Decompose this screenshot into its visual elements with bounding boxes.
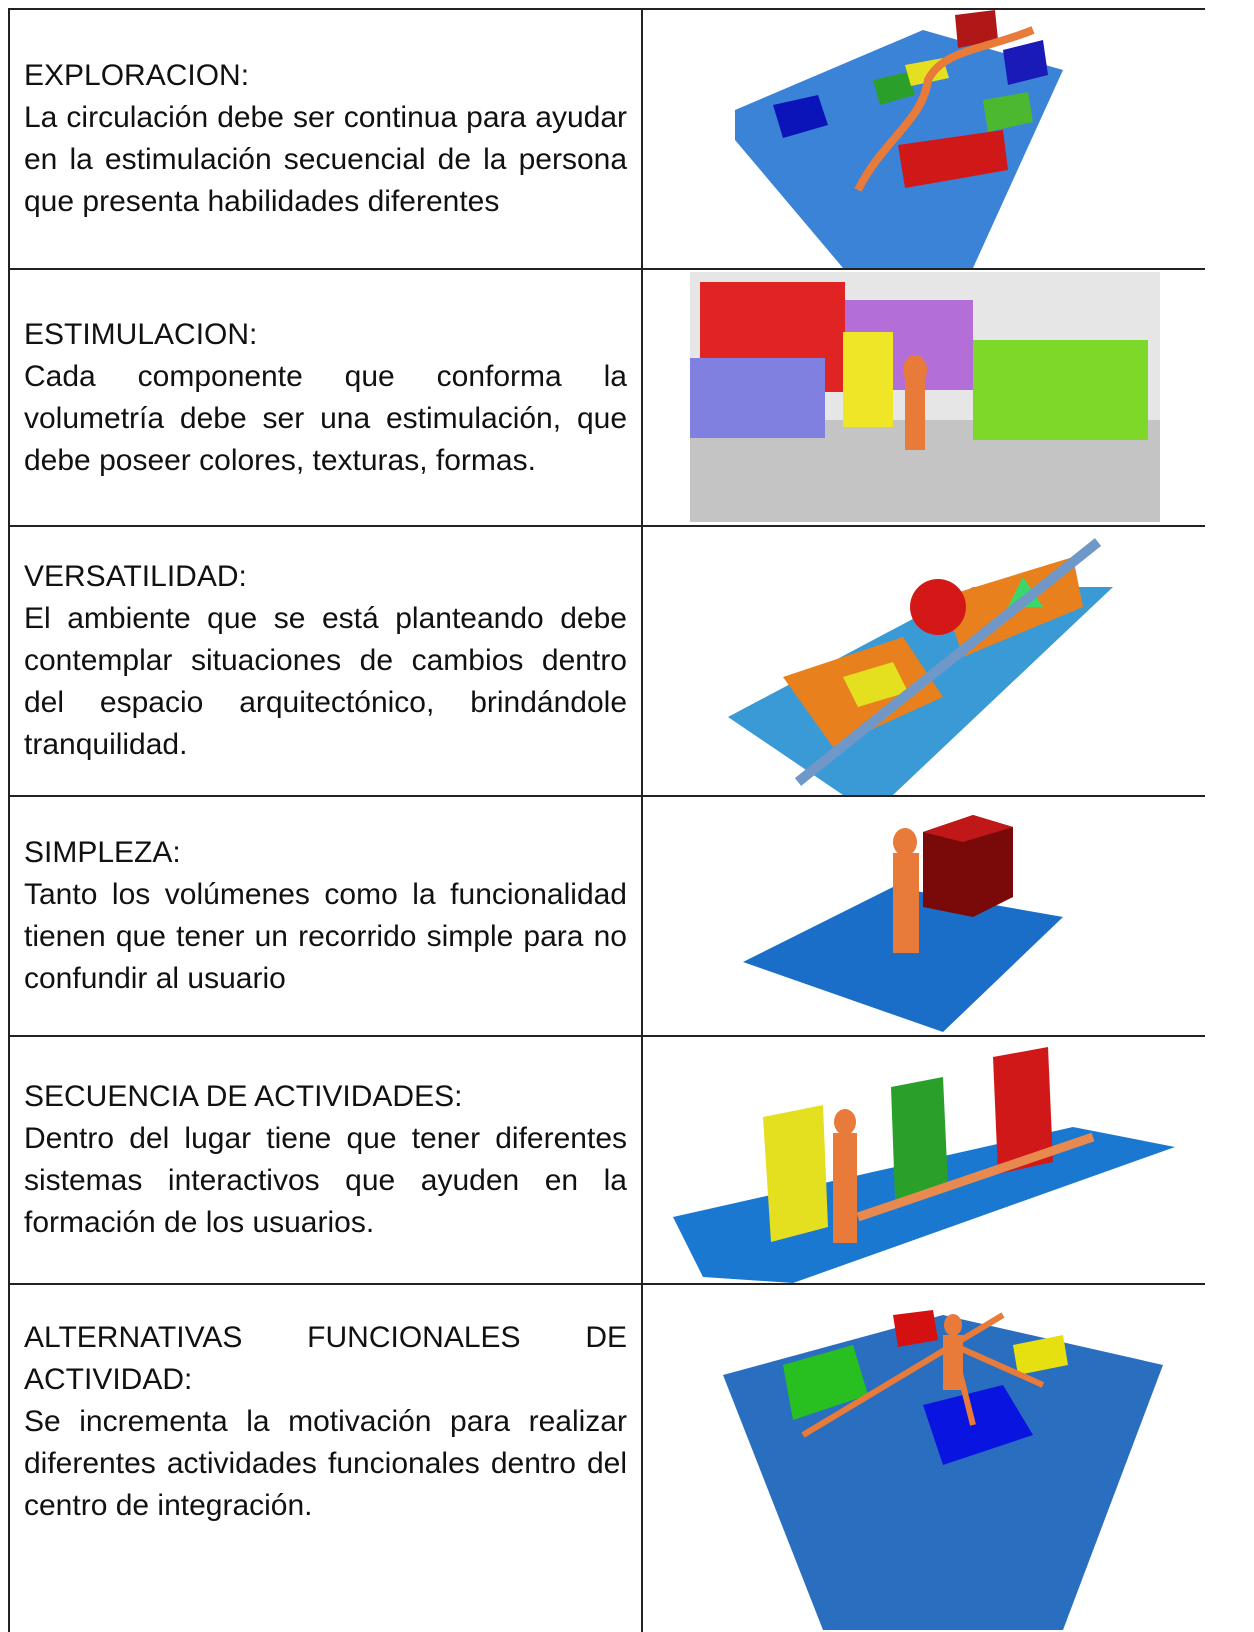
block bbox=[993, 1047, 1053, 1174]
row-title: ALTERNATIVAS FUNCIONALES DE ACTIVIDAD: bbox=[24, 1321, 627, 1396]
text-cell: ALTERNATIVAS FUNCIONALES DE ACTIVIDAD: S… bbox=[8, 1285, 643, 1632]
figure bbox=[834, 1109, 856, 1135]
text-cell: SIMPLEZA: Tanto los volúmenes como la fu… bbox=[8, 797, 643, 1035]
image-cell bbox=[643, 797, 1205, 1035]
table-row: ESTIMULACION: Cada componente que confor… bbox=[8, 268, 1205, 525]
block bbox=[983, 92, 1033, 132]
floor bbox=[673, 1127, 1175, 1283]
row-body: Se incrementa la motivación para realiza… bbox=[24, 1405, 627, 1522]
block bbox=[923, 815, 1013, 917]
block bbox=[955, 10, 998, 48]
table: EXPLORACION: La circulación debe ser con… bbox=[8, 8, 1205, 1632]
row-title: ESTIMULACION: bbox=[24, 317, 258, 351]
text-cell: VERSATILIDAD: El ambiente que se está pl… bbox=[8, 527, 643, 795]
illustration bbox=[690, 272, 1160, 522]
row-body: Tanto los volúmenes como la funcionalida… bbox=[24, 878, 627, 995]
image-cell bbox=[643, 1037, 1205, 1283]
table-row: EXPLORACION: La circulación debe ser con… bbox=[8, 8, 1205, 268]
block bbox=[973, 340, 1148, 440]
block bbox=[1003, 40, 1048, 85]
cone bbox=[1008, 577, 1043, 607]
floor bbox=[743, 887, 1063, 1032]
sphere bbox=[910, 579, 966, 635]
row-body: Dentro del lugar tiene que tener diferen… bbox=[24, 1122, 627, 1239]
block bbox=[873, 72, 915, 105]
text-cell: SECUENCIA DE ACTIVIDADES: Dentro del lug… bbox=[8, 1037, 643, 1283]
table-row: VERSATILIDAD: El ambiente que se está pl… bbox=[8, 525, 1205, 795]
block bbox=[1013, 1335, 1068, 1375]
arrow bbox=[854, 26, 1035, 192]
figure bbox=[944, 1314, 962, 1336]
row-body: La circulación debe ser continua para ay… bbox=[24, 101, 627, 218]
block bbox=[923, 815, 1013, 842]
block bbox=[843, 662, 908, 707]
image-cell bbox=[643, 10, 1205, 268]
row-title: SECUENCIA DE ACTIVIDADES: bbox=[24, 1080, 463, 1113]
illustration bbox=[735, 10, 1063, 268]
figure bbox=[943, 1335, 963, 1390]
block bbox=[923, 1385, 1033, 1465]
table-row: ALTERNATIVAS FUNCIONALES DE ACTIVIDAD: S… bbox=[8, 1283, 1205, 1632]
row-title: SIMPLEZA: bbox=[24, 836, 181, 869]
block bbox=[898, 130, 1008, 188]
text-cell: ESTIMULACION: Cada componente que confor… bbox=[8, 270, 643, 525]
row-body: Cada componente que conforma la volumetr… bbox=[24, 359, 627, 477]
arrow bbox=[856, 1132, 1095, 1222]
image-cell bbox=[643, 270, 1205, 525]
illustration bbox=[743, 815, 1063, 1032]
figure bbox=[893, 828, 917, 856]
block bbox=[690, 358, 825, 438]
illustration bbox=[723, 1310, 1163, 1630]
row-title: VERSATILIDAD: bbox=[24, 560, 247, 593]
illustration bbox=[673, 1047, 1175, 1283]
illustration bbox=[728, 538, 1113, 795]
image-cell bbox=[643, 1285, 1205, 1632]
figure bbox=[905, 380, 925, 450]
figure bbox=[903, 355, 927, 385]
block bbox=[893, 1310, 938, 1347]
block bbox=[843, 332, 893, 427]
block bbox=[773, 95, 828, 138]
text-cell: EXPLORACION: La circulación debe ser con… bbox=[8, 10, 643, 268]
arrow bbox=[794, 538, 1102, 786]
block bbox=[891, 1077, 948, 1199]
figure bbox=[893, 853, 919, 953]
row-title: EXPLORACION: bbox=[24, 59, 250, 92]
figure bbox=[833, 1133, 857, 1243]
block bbox=[763, 1105, 828, 1242]
table-row: SIMPLEZA: Tanto los volúmenes como la fu… bbox=[8, 795, 1205, 1035]
image-cell bbox=[643, 527, 1205, 795]
block bbox=[783, 1345, 868, 1420]
row-body: El ambiente que se está planteando debe … bbox=[24, 602, 627, 761]
table-row: SECUENCIA DE ACTIVIDADES: Dentro del lug… bbox=[8, 1035, 1205, 1283]
